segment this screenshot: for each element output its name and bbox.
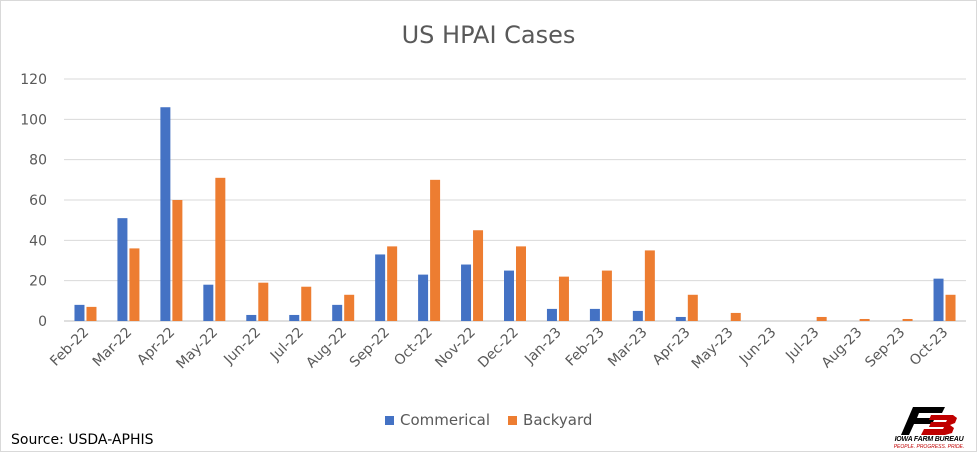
bar-commerical (160, 107, 171, 321)
bar-commerical (504, 270, 514, 321)
x-tick-label: Jan-23 (521, 325, 564, 368)
legend-label-commerical: Commerical (400, 411, 491, 429)
bar-backyard (344, 294, 355, 321)
bar-backyard (172, 200, 183, 321)
bar-backyard (644, 250, 655, 321)
bar-backyard (473, 230, 484, 321)
y-tick-label: 80 (29, 153, 47, 169)
bar-backyard (215, 177, 226, 321)
bar-commerical (203, 284, 214, 321)
farm-bureau-logo: IOWA FARM BUREAU PEOPLE. PROGRESS. PRIDE… (883, 405, 975, 451)
bar-commerical (74, 304, 85, 321)
y-tick-label: 100 (20, 112, 47, 128)
y-tick-label: 40 (29, 233, 47, 249)
x-tick-label: May-23 (689, 325, 737, 373)
x-tick-label: Apr-22 (134, 325, 178, 369)
chart-legend: Commerical Backyard (385, 411, 610, 429)
y-tick-label: 120 (20, 72, 47, 88)
x-tick-label: Aug-23 (819, 325, 866, 372)
y-tick-label: 0 (38, 314, 47, 330)
x-tick-label: Dec-22 (475, 325, 522, 372)
x-tick-label: Jul-23 (782, 325, 822, 365)
bar-backyard (387, 246, 398, 321)
fb-logo-mark-icon (901, 407, 957, 435)
x-tick-label: Oct-23 (907, 325, 952, 370)
bar-backyard (516, 246, 526, 321)
x-tick-label: Jul-22 (267, 325, 307, 365)
x-tick-label: Apr-23 (650, 325, 694, 369)
x-tick-label: Sep-22 (347, 325, 393, 371)
x-tick-label: Jun-22 (220, 325, 264, 369)
bar-commerical (289, 314, 300, 321)
bar-commerical (461, 264, 472, 321)
bar-commerical (375, 254, 386, 321)
bar-backyard (430, 179, 441, 321)
x-tick-label: Aug-22 (303, 325, 350, 372)
x-tick-label: Mar-23 (605, 325, 651, 371)
bar-commerical (117, 218, 128, 321)
x-tick-label: Jun-23 (736, 325, 780, 369)
x-tick-label: Feb-23 (563, 325, 608, 370)
y-tick-label: 60 (29, 193, 47, 209)
bar-commerical (332, 304, 343, 321)
legend-label-backyard: Backyard (523, 411, 593, 429)
x-tick-label: Mar-22 (90, 325, 136, 371)
bar-commerical (589, 308, 600, 321)
bar-backyard (86, 306, 97, 321)
bar-commerical (632, 310, 643, 321)
bar-backyard (945, 294, 956, 321)
bar-commerical (246, 314, 257, 321)
bar-commerical (418, 274, 429, 321)
bar-backyard (258, 282, 269, 321)
source-note: Source: USDA-APHIS (11, 432, 154, 448)
legend-item-backyard: Backyard (508, 411, 592, 429)
logo-name: IOWA FARM BUREAU (894, 436, 964, 443)
x-tick-label: May-22 (173, 325, 221, 373)
bar-backyard (816, 316, 827, 321)
x-tick-label: Nov-22 (432, 325, 479, 372)
legend-swatch-commerical (385, 415, 394, 425)
bar-backyard (301, 286, 312, 321)
logo-tagline: PEOPLE. PROGRESS. PRIDE. (893, 444, 965, 450)
bar-backyard (129, 248, 140, 321)
bar-backyard (601, 270, 612, 321)
chart-title: US HPAI Cases (401, 21, 576, 49)
x-tick-label: Sep-23 (862, 325, 908, 371)
bar-commerical (546, 308, 557, 321)
bar-backyard (687, 294, 698, 321)
y-tick-label: 20 (29, 274, 47, 290)
bar-commerical (933, 278, 944, 321)
x-tick-label: Feb-22 (47, 325, 92, 370)
x-tick-label: Oct-22 (391, 325, 436, 370)
legend-item-commerical: Commerical (385, 411, 490, 429)
bar-backyard (730, 312, 741, 321)
legend-swatch-backyard (508, 415, 518, 425)
bar-backyard (859, 318, 870, 321)
bar-commerical (675, 316, 686, 321)
bar-backyard (902, 318, 913, 321)
bar-backyard (558, 276, 569, 321)
